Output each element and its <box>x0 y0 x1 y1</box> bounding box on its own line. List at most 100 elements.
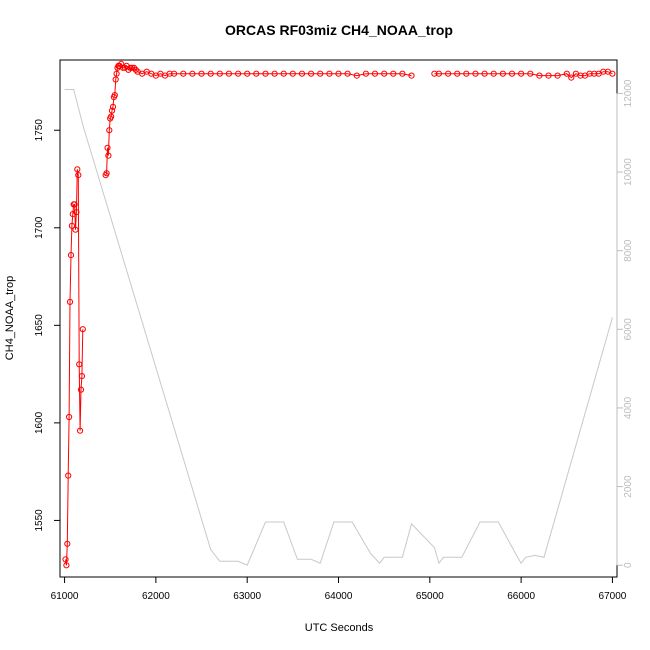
ch4-point <box>390 70 397 77</box>
ch4-point <box>353 72 360 79</box>
ch4-point <box>262 70 269 77</box>
ch4-point <box>65 472 72 479</box>
y2-tick-label: 4000 <box>623 396 634 419</box>
ch4-point <box>431 70 438 77</box>
x-tick-label: 66000 <box>507 591 535 602</box>
ch4-point <box>77 427 84 434</box>
ch4-point <box>116 62 123 70</box>
ch4-line <box>65 63 613 566</box>
ch4-point <box>71 201 78 208</box>
ch4-point <box>66 298 74 305</box>
x-axis-label: UTC Seconds <box>305 622 374 634</box>
ch4-point <box>298 70 306 77</box>
y-axis-right: 0 2000 4000 6000 8000 10000 12000 <box>616 79 634 568</box>
ch4-point <box>271 70 278 77</box>
ch4-point <box>335 70 342 77</box>
plot-frame <box>59 59 618 578</box>
x-tick-label: 63000 <box>233 591 261 602</box>
ch4-point <box>77 386 85 393</box>
ch4-point <box>381 70 388 77</box>
ch4-point <box>73 209 80 216</box>
ch4-point <box>454 70 461 77</box>
ch4-point <box>536 72 543 79</box>
x-tick-label: 65000 <box>416 591 444 602</box>
y-axis-left: 1550 1600 1650 1700 1750 <box>34 119 61 532</box>
ch4-point <box>225 70 232 77</box>
ch4-point <box>198 70 205 77</box>
y2-tick-label: 6000 <box>623 318 634 341</box>
ch4-point <box>112 76 119 83</box>
ch4-point <box>435 70 442 77</box>
ch4-point <box>113 70 120 77</box>
x-tick-label: 64000 <box>325 591 353 602</box>
ch4-point <box>545 72 552 79</box>
ch4-point <box>490 70 497 77</box>
ch4-point <box>108 113 115 120</box>
ch4-point <box>111 92 118 99</box>
y2-tick-label: 8000 <box>623 239 634 262</box>
ch4-point <box>362 70 369 77</box>
ch4-point <box>130 64 138 71</box>
ch4-point <box>166 70 173 77</box>
y-tick-label: 1750 <box>34 119 45 142</box>
ch4-point <box>127 64 134 71</box>
ch4-point <box>280 70 287 77</box>
ch4-point <box>79 326 86 333</box>
ch4-point <box>132 66 139 73</box>
ch4-point <box>568 74 575 81</box>
y2-tick-label: 10000 <box>623 158 634 186</box>
ch4-point <box>472 70 479 77</box>
x-tick-label: 61000 <box>51 591 79 602</box>
ch4-point <box>103 170 110 177</box>
ch4-point <box>371 70 379 77</box>
ch4-point <box>67 252 75 259</box>
x-axis: 61000 62000 63000 64000 65000 66000 67000 <box>51 576 627 602</box>
y-tick-label: 1550 <box>34 509 45 532</box>
ch4-point <box>463 70 470 77</box>
ch4-point <box>207 70 214 77</box>
ch4-point <box>104 144 111 151</box>
ch4-point <box>64 540 71 547</box>
ch4-point <box>408 72 415 79</box>
ch4-point <box>289 70 296 77</box>
ch4-point <box>76 361 83 368</box>
ch4-point <box>586 70 593 77</box>
ch4-point <box>244 70 251 77</box>
ch4-point <box>527 70 534 77</box>
y-tick-label: 1650 <box>34 314 45 337</box>
y2-tick-label: 2000 <box>623 475 634 498</box>
ch4-point <box>63 562 70 569</box>
ch4-point <box>180 70 187 77</box>
ch4-point <box>308 70 315 77</box>
y-tick-label: 1600 <box>34 411 45 434</box>
y2-tick-label: 0 <box>623 562 634 568</box>
ch4-point <box>109 103 117 110</box>
ch4-point <box>108 107 116 114</box>
altitude-line <box>64 89 613 566</box>
ch4-point <box>189 70 196 77</box>
ch4-point <box>235 70 242 77</box>
ch4-point <box>62 556 69 563</box>
ch4-point <box>518 70 525 77</box>
ch4-point <box>577 72 584 79</box>
ch4-point <box>609 70 616 77</box>
x-tick-label: 62000 <box>142 591 170 602</box>
y2-tick-label: 12000 <box>623 79 634 107</box>
ch4-point <box>72 226 79 233</box>
ch4-point <box>591 70 598 77</box>
ch4-point <box>106 127 113 134</box>
chart-title: ORCAS RF03miz CH4_NOAA_trop <box>225 22 453 38</box>
ch4-point <box>317 70 324 77</box>
ch4-point <box>399 70 406 77</box>
ch4-point <box>563 70 570 77</box>
ch4-point <box>216 70 223 77</box>
ch4-point <box>326 70 333 77</box>
ch4-point <box>253 70 260 77</box>
ch4-point <box>69 211 76 218</box>
y-axis-label: CH4_NOAA_trop <box>4 276 16 360</box>
ch4-point <box>105 152 112 159</box>
ch4-point <box>499 70 506 77</box>
x-tick-label: 67000 <box>599 591 627 602</box>
ch4-point <box>344 70 351 77</box>
